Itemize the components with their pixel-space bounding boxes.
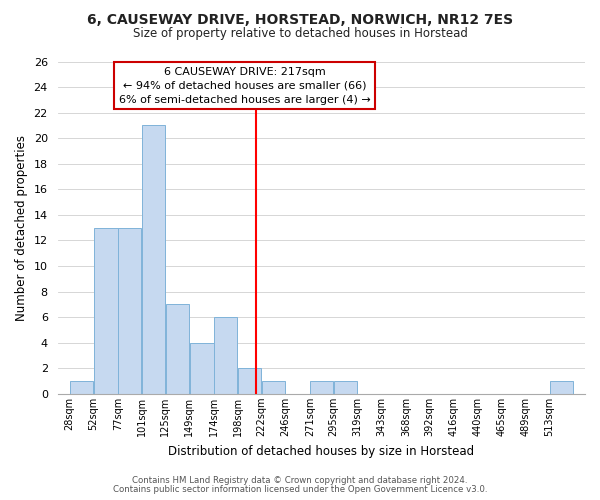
Bar — [190, 343, 214, 394]
Text: Contains HM Land Registry data © Crown copyright and database right 2024.: Contains HM Land Registry data © Crown c… — [132, 476, 468, 485]
Y-axis label: Number of detached properties: Number of detached properties — [15, 134, 28, 320]
Bar — [118, 228, 141, 394]
Bar — [334, 381, 357, 394]
Bar — [94, 228, 118, 394]
Bar — [238, 368, 261, 394]
Bar — [214, 317, 237, 394]
Text: Contains public sector information licensed under the Open Government Licence v3: Contains public sector information licen… — [113, 485, 487, 494]
Bar — [550, 381, 573, 394]
X-axis label: Distribution of detached houses by size in Horstead: Distribution of detached houses by size … — [168, 444, 475, 458]
Bar — [262, 381, 285, 394]
Text: 6 CAUSEWAY DRIVE: 217sqm
← 94% of detached houses are smaller (66)
6% of semi-de: 6 CAUSEWAY DRIVE: 217sqm ← 94% of detach… — [119, 66, 370, 104]
Bar — [142, 126, 165, 394]
Text: Size of property relative to detached houses in Horstead: Size of property relative to detached ho… — [133, 28, 467, 40]
Bar — [310, 381, 333, 394]
Bar — [70, 381, 93, 394]
Text: 6, CAUSEWAY DRIVE, HORSTEAD, NORWICH, NR12 7ES: 6, CAUSEWAY DRIVE, HORSTEAD, NORWICH, NR… — [87, 12, 513, 26]
Bar — [166, 304, 189, 394]
